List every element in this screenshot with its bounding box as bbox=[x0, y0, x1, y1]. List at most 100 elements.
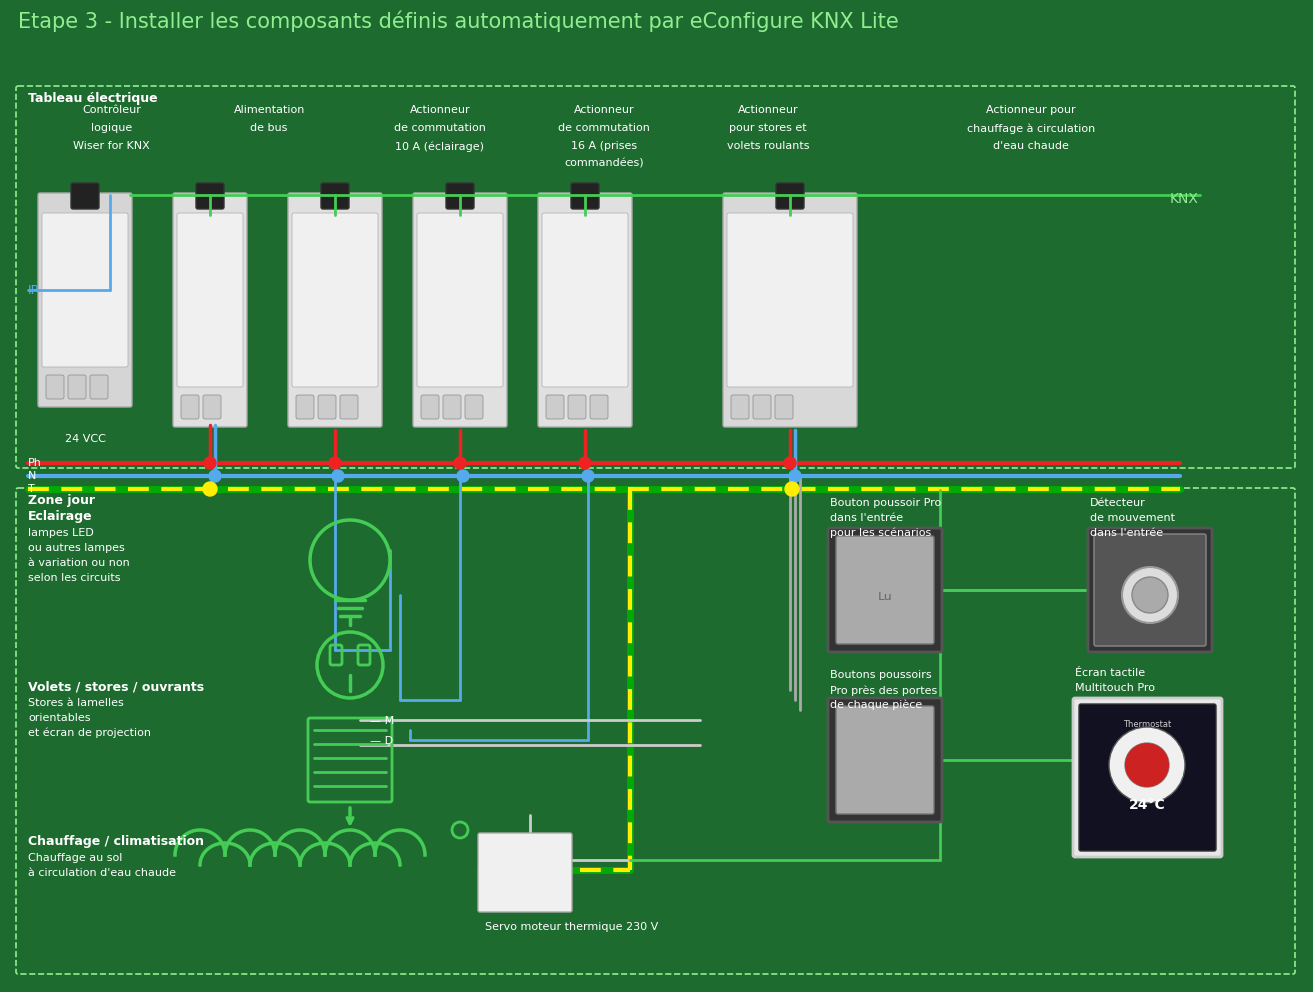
FancyBboxPatch shape bbox=[775, 395, 793, 419]
Text: de mouvement: de mouvement bbox=[1090, 513, 1175, 523]
Text: de commutation: de commutation bbox=[394, 123, 486, 133]
FancyBboxPatch shape bbox=[465, 395, 483, 419]
Text: ᴸᵘ: ᴸᵘ bbox=[877, 590, 893, 609]
Text: lampes LED: lampes LED bbox=[28, 528, 93, 538]
Text: Boutons poussoirs: Boutons poussoirs bbox=[830, 670, 932, 680]
Text: Multitouch Pro: Multitouch Pro bbox=[1075, 683, 1155, 693]
Text: logique: logique bbox=[91, 123, 133, 133]
Text: Actionneur: Actionneur bbox=[574, 105, 634, 115]
FancyBboxPatch shape bbox=[1094, 534, 1207, 646]
FancyBboxPatch shape bbox=[42, 213, 127, 367]
FancyBboxPatch shape bbox=[836, 536, 934, 644]
Text: Actionneur pour: Actionneur pour bbox=[986, 105, 1075, 115]
FancyBboxPatch shape bbox=[538, 193, 632, 427]
Circle shape bbox=[204, 457, 217, 469]
Text: KNX: KNX bbox=[1170, 192, 1199, 206]
Circle shape bbox=[789, 470, 801, 482]
Text: Wiser for KNX: Wiser for KNX bbox=[74, 141, 150, 151]
FancyBboxPatch shape bbox=[590, 395, 608, 419]
Text: dans l'entrée: dans l'entrée bbox=[1090, 528, 1163, 538]
Circle shape bbox=[1125, 743, 1169, 787]
Text: Stores à lamelles: Stores à lamelles bbox=[28, 698, 123, 708]
Circle shape bbox=[1109, 727, 1186, 803]
Text: Chauffage / climatisation: Chauffage / climatisation bbox=[28, 835, 204, 848]
Text: IP: IP bbox=[28, 284, 39, 297]
FancyBboxPatch shape bbox=[723, 193, 857, 427]
Text: de chaque pièce: de chaque pièce bbox=[830, 700, 922, 710]
FancyBboxPatch shape bbox=[478, 833, 572, 912]
FancyBboxPatch shape bbox=[829, 698, 941, 822]
FancyBboxPatch shape bbox=[414, 193, 507, 427]
Text: Etape 3 - Installer les composants définis automatiquement par eConfigure KNX Li: Etape 3 - Installer les composants défin… bbox=[18, 10, 899, 32]
Text: Actionneur: Actionneur bbox=[738, 105, 798, 115]
FancyBboxPatch shape bbox=[68, 375, 85, 399]
Text: volets roulants: volets roulants bbox=[727, 141, 809, 151]
Circle shape bbox=[457, 470, 469, 482]
Text: à circulation d'eau chaude: à circulation d'eau chaude bbox=[28, 868, 176, 878]
FancyBboxPatch shape bbox=[571, 183, 599, 209]
Text: Servo moteur thermique 230 V: Servo moteur thermique 230 V bbox=[484, 922, 658, 932]
FancyBboxPatch shape bbox=[173, 193, 247, 427]
Circle shape bbox=[332, 470, 344, 482]
Circle shape bbox=[579, 457, 591, 469]
Circle shape bbox=[209, 470, 221, 482]
Text: 16 A (prises: 16 A (prises bbox=[571, 141, 637, 151]
Text: 24 VCC: 24 VCC bbox=[64, 434, 105, 444]
FancyBboxPatch shape bbox=[1073, 698, 1222, 857]
Text: Tableau électrique: Tableau électrique bbox=[28, 92, 158, 105]
FancyBboxPatch shape bbox=[752, 395, 771, 419]
Circle shape bbox=[1123, 567, 1178, 623]
FancyBboxPatch shape bbox=[291, 213, 378, 387]
Text: 10 A (éclairage): 10 A (éclairage) bbox=[395, 141, 484, 152]
FancyBboxPatch shape bbox=[836, 706, 934, 814]
FancyBboxPatch shape bbox=[418, 213, 503, 387]
FancyBboxPatch shape bbox=[177, 213, 243, 387]
Text: Thermostat: Thermostat bbox=[1123, 720, 1171, 729]
Text: de bus: de bus bbox=[251, 123, 288, 133]
Text: Écran tactile: Écran tactile bbox=[1075, 668, 1145, 678]
Text: Détecteur: Détecteur bbox=[1090, 498, 1146, 508]
Text: d'eau chaude: d'eau chaude bbox=[993, 141, 1069, 151]
FancyBboxPatch shape bbox=[340, 395, 358, 419]
FancyBboxPatch shape bbox=[318, 395, 336, 419]
FancyBboxPatch shape bbox=[1079, 704, 1216, 851]
FancyBboxPatch shape bbox=[446, 183, 474, 209]
FancyBboxPatch shape bbox=[46, 375, 64, 399]
Text: de commutation: de commutation bbox=[558, 123, 650, 133]
FancyBboxPatch shape bbox=[421, 395, 439, 419]
FancyBboxPatch shape bbox=[542, 213, 628, 387]
Text: orientables: orientables bbox=[28, 713, 91, 723]
Text: Actionneur: Actionneur bbox=[410, 105, 470, 115]
FancyBboxPatch shape bbox=[196, 183, 225, 209]
FancyBboxPatch shape bbox=[731, 395, 748, 419]
Text: Contrôleur: Contrôleur bbox=[83, 105, 140, 115]
FancyBboxPatch shape bbox=[1088, 528, 1212, 652]
Text: pour les scénarios: pour les scénarios bbox=[830, 528, 931, 539]
FancyBboxPatch shape bbox=[38, 193, 133, 407]
FancyBboxPatch shape bbox=[776, 183, 804, 209]
Text: Alimentation: Alimentation bbox=[234, 105, 305, 115]
FancyBboxPatch shape bbox=[727, 213, 853, 387]
FancyBboxPatch shape bbox=[295, 395, 314, 419]
FancyBboxPatch shape bbox=[569, 395, 586, 419]
Circle shape bbox=[1132, 577, 1169, 613]
FancyBboxPatch shape bbox=[442, 395, 461, 419]
FancyBboxPatch shape bbox=[71, 183, 98, 209]
Circle shape bbox=[784, 457, 796, 469]
Text: Ph: Ph bbox=[28, 458, 42, 468]
Circle shape bbox=[582, 470, 593, 482]
Text: Volets / stores / ouvrants: Volets / stores / ouvrants bbox=[28, 680, 204, 693]
FancyBboxPatch shape bbox=[91, 375, 108, 399]
Text: chauffage à circulation: chauffage à circulation bbox=[966, 123, 1095, 134]
FancyBboxPatch shape bbox=[204, 395, 221, 419]
Circle shape bbox=[785, 482, 800, 496]
Text: Eclairage: Eclairage bbox=[28, 510, 93, 523]
FancyBboxPatch shape bbox=[829, 528, 941, 652]
Text: pour stores et: pour stores et bbox=[729, 123, 807, 133]
Text: — D: — D bbox=[370, 736, 393, 746]
Text: Chauffage au sol: Chauffage au sol bbox=[28, 853, 122, 863]
Text: Pro près des portes: Pro près des portes bbox=[830, 685, 937, 695]
Circle shape bbox=[454, 457, 466, 469]
Text: N: N bbox=[28, 471, 37, 481]
FancyBboxPatch shape bbox=[288, 193, 382, 427]
